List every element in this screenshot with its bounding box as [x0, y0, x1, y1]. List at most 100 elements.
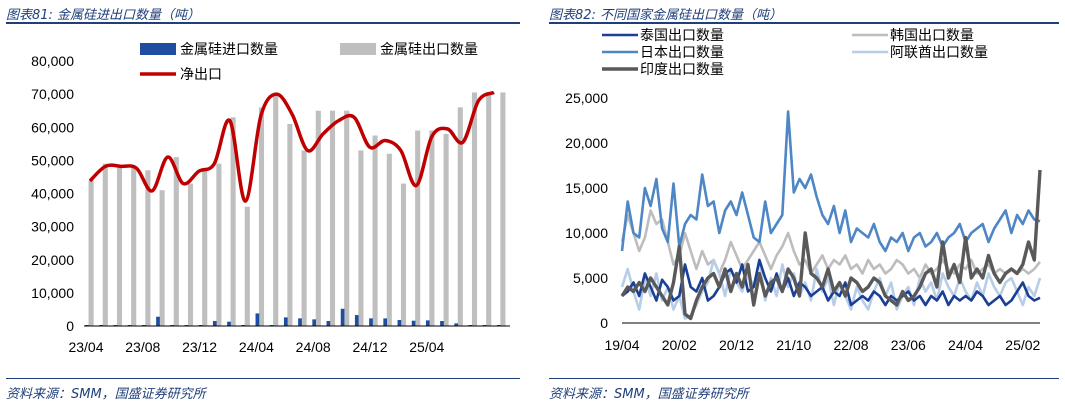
right-x-axis: 19/04 20/02 20/12 21/10 22/08 23/06 24/04 25/02 [604, 337, 1040, 353]
legend-label-export: 金属硅出口数量 [380, 42, 478, 58]
import-bar [298, 318, 302, 326]
right-chart: 0 5,000 10,000 15,000 20,000 25,000 19/04 20/0… [565, 28, 1042, 353]
right-x-tick-label: 23/06 [891, 337, 926, 353]
left-x-tick-label: 25/04 [409, 339, 444, 355]
left-y-axis: 0 10,000 20,000 30,000 40,000 50,000 60,000 70,… [31, 53, 74, 334]
right-y-tick-label: 20,000 [565, 135, 608, 151]
net-export-line [88, 90, 495, 203]
country-lines [620, 110, 1042, 321]
export-bar [301, 150, 307, 326]
export-bar [315, 110, 321, 326]
export-bar [187, 183, 194, 326]
left-x-tick-label: 24/08 [296, 339, 331, 355]
right-source-rule [549, 378, 1059, 379]
import-bar [440, 321, 444, 326]
right-chart-title: 图表82: 不同国家金属硅出口数量（吨） [549, 8, 783, 23]
left-y-tick-label: 80,000 [31, 53, 74, 69]
import-bar [326, 321, 331, 326]
export-bar [329, 110, 336, 326]
export-bar [429, 130, 435, 326]
left-source: 资料来源：SMM，国盛证券研究所 [6, 387, 206, 402]
left-x-tick-label: 24/04 [239, 339, 274, 355]
export-bar [159, 190, 165, 326]
import-bar [411, 320, 416, 326]
left-x-tick-label: 23/04 [68, 339, 103, 355]
export-bar [287, 123, 293, 326]
right-y-tick-label: 25,000 [565, 90, 608, 106]
left-x-tick-label: 24/12 [352, 339, 387, 355]
export-bar [131, 167, 137, 326]
export-bar [372, 135, 378, 326]
left-title-rule [6, 22, 520, 24]
legend-swatch-import [140, 43, 176, 55]
export-bar [273, 94, 279, 326]
legend-label-india: 印度出口数量 [640, 62, 724, 78]
export-bar [230, 117, 236, 326]
right-x-tick-label: 21/10 [776, 337, 811, 353]
import-bar [397, 320, 402, 326]
import-bar [156, 316, 160, 326]
right-y-tick-label: 10,000 [565, 225, 608, 241]
left-x-axis: 23/04 23/08 23/12 24/04 24/08 24/12 25/04 [68, 339, 444, 355]
left-y-tick-label: 0 [66, 318, 74, 334]
legend-swatch-export [340, 43, 376, 55]
export-bar [88, 180, 94, 326]
legend-label-import: 金属硅进口数量 [180, 42, 278, 58]
import-bar [383, 318, 388, 326]
right-x-tick-label: 22/08 [834, 337, 869, 353]
legend-label-thailand: 泰国出口数量 [640, 28, 724, 44]
import-bar [212, 321, 217, 326]
export-bar [358, 150, 364, 326]
import-bar [454, 323, 459, 326]
import-bar [425, 320, 430, 326]
legend-label-uae: 阿联酋出口数量 [890, 44, 988, 61]
legend-label-net: 净出口 [180, 67, 222, 83]
export-bar [386, 153, 392, 326]
export-bars [88, 92, 506, 326]
export-bar [116, 165, 123, 326]
left-y-tick-label: 40,000 [31, 186, 74, 202]
left-y-tick-label: 20,000 [31, 252, 74, 268]
import-bar [227, 321, 231, 326]
left-y-tick-label: 10,000 [31, 285, 74, 301]
left-x-tick-label: 23/08 [125, 339, 160, 355]
series-line-thailand [621, 258, 1041, 307]
export-bar [486, 92, 492, 326]
right-y-axis: 0 5,000 10,000 15,000 20,000 25,000 [565, 90, 608, 331]
import-bar [340, 308, 345, 326]
legend-label-korea: 韩国出口数量 [890, 28, 974, 44]
export-bar [216, 163, 222, 326]
right-y-tick-label: 5,000 [573, 270, 608, 286]
right-x-tick-label: 24/04 [948, 337, 983, 353]
export-bar [102, 163, 108, 326]
right-x-tick-label: 25/02 [1005, 337, 1040, 353]
series-line-japan [620, 110, 1041, 253]
right-source: 资料来源：SMM，国盛证券研究所 [549, 387, 749, 402]
export-bar [500, 92, 506, 326]
import-bar [255, 313, 260, 326]
export-bar [173, 157, 179, 326]
left-y-tick-label: 50,000 [31, 152, 74, 168]
left-x-tick-label: 23/12 [182, 339, 217, 355]
export-bar [400, 183, 407, 326]
right-x-tick-label: 19/04 [604, 337, 639, 353]
export-bar [202, 170, 208, 326]
left-chart-title: 图表81: 金属硅进出口数量（吨） [6, 8, 201, 23]
left-y-tick-label: 30,000 [31, 219, 74, 235]
right-y-tick-label: 0 [600, 315, 608, 331]
left-chart: 0 10,000 20,000 30,000 40,000 50,000 60,000 70,… [31, 42, 510, 355]
legend-label-japan: 日本出口数量 [640, 45, 724, 61]
series-line-india [620, 169, 1042, 321]
right-x-tick-label: 20/02 [662, 337, 697, 353]
import-bar [312, 319, 317, 326]
export-bar [415, 130, 421, 326]
export-bar [258, 107, 265, 326]
left-y-tick-label: 70,000 [31, 86, 74, 102]
export-bar [344, 110, 350, 326]
left-legend: 金属硅进口数量 金属硅出口数量 净出口 [140, 42, 478, 83]
right-y-tick-label: 15,000 [565, 180, 608, 196]
left-source-rule [6, 378, 520, 379]
import-bar [369, 318, 373, 326]
export-bar [244, 206, 250, 326]
